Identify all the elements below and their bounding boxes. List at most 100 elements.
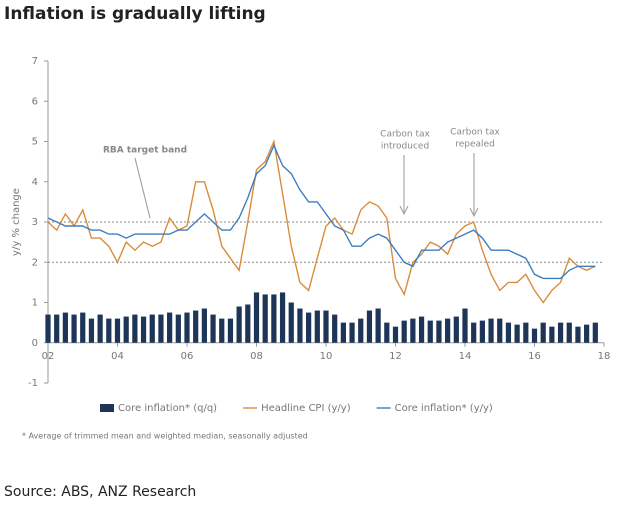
bar: [375, 308, 381, 343]
bar: [158, 314, 164, 343]
y-tick-label: 6: [32, 96, 38, 107]
bar: [584, 324, 590, 343]
y-tick-label: 2: [32, 257, 38, 268]
bar: [323, 310, 329, 343]
bar: [488, 318, 494, 343]
bar: [62, 312, 68, 343]
y-tick-label: 1: [32, 298, 38, 309]
bar: [418, 316, 425, 343]
bar: [566, 322, 572, 343]
annotation: Carbon tax: [450, 128, 500, 138]
legend-label: Core inflation* (q/q): [118, 403, 217, 414]
bar: [514, 324, 520, 343]
legend-swatch: [100, 404, 114, 412]
bar: [279, 292, 286, 343]
x-tick-label: 18: [598, 351, 611, 362]
y-tick-label: 3: [32, 217, 38, 228]
bar: [227, 318, 234, 343]
annotation-arrow: [399, 205, 409, 216]
x-tick-label: 12: [389, 351, 402, 362]
source: Source: ABS, ANZ Research: [4, 484, 196, 500]
x-tick-label: 10: [320, 351, 333, 362]
bar: [306, 312, 312, 343]
bar: [575, 326, 581, 343]
bar: [288, 302, 294, 343]
bar: [210, 314, 216, 343]
bar: [462, 308, 468, 343]
bar: [88, 318, 95, 343]
bar: [557, 322, 564, 343]
y-tick-label: 7: [32, 56, 38, 67]
bar: [592, 322, 598, 343]
bar: [219, 318, 225, 343]
bar: [349, 322, 355, 343]
bar: [149, 314, 155, 343]
bar: [297, 308, 303, 343]
bar: [445, 318, 451, 343]
annotation: repealed: [455, 140, 495, 150]
bar: [175, 314, 181, 343]
line: [47, 139, 596, 304]
x-tick-label: 06: [181, 351, 194, 362]
annotation: RBA target band: [103, 146, 187, 156]
bar: [106, 318, 112, 343]
bar: [45, 314, 51, 343]
bar: [54, 314, 60, 343]
bar: [436, 320, 442, 343]
bar: [384, 322, 390, 343]
bar: [427, 320, 433, 343]
footnote: * Average of trimmed mean and weighted m…: [22, 432, 308, 441]
bar: [531, 328, 538, 343]
bar: [332, 314, 338, 343]
bar: [479, 320, 485, 343]
bar: [167, 312, 173, 343]
bar: [193, 310, 199, 343]
bar: [497, 318, 503, 343]
bar: [340, 322, 346, 343]
bar: [401, 320, 407, 343]
bar: [140, 316, 147, 343]
bar: [540, 322, 546, 343]
legend-label: Core inflation* (y/y): [395, 403, 493, 414]
x-tick-label: 16: [528, 351, 541, 362]
bar: [410, 318, 416, 343]
bar: [471, 322, 477, 343]
bar: [132, 314, 138, 343]
annotation: Carbon tax: [380, 130, 430, 140]
bar: [184, 312, 190, 343]
annotation: introduced: [381, 142, 429, 152]
x-tick-label: 08: [250, 351, 263, 362]
y-axis-label: y/y % change: [11, 188, 22, 256]
bar: [549, 326, 555, 343]
bar: [314, 310, 320, 343]
bar: [271, 294, 277, 343]
bar: [505, 322, 512, 343]
bar: [97, 314, 103, 343]
bar: [453, 316, 459, 343]
x-tick-label: 14: [459, 351, 472, 362]
y-tick-label: 4: [32, 177, 38, 188]
x-tick-label: 02: [42, 351, 55, 362]
bar: [114, 318, 121, 343]
legend-label: Headline CPI (y/y): [261, 403, 351, 414]
annotation-arrow: [134, 157, 151, 219]
bar: [236, 306, 242, 343]
y-tick-label: -1: [28, 378, 38, 389]
annotation-arrow: [469, 207, 479, 218]
bar: [123, 316, 129, 343]
bar: [392, 326, 399, 343]
y-tick-label: 0: [32, 338, 38, 349]
x-tick-label: 04: [111, 351, 124, 362]
bar: [80, 312, 86, 343]
bar: [262, 294, 268, 343]
bar: [71, 314, 77, 343]
y-tick-label: 5: [32, 137, 38, 148]
bar: [366, 310, 373, 343]
chart-title: Inflation is gradually lifting: [4, 4, 266, 24]
bar: [201, 308, 207, 343]
line: [47, 143, 596, 280]
bar: [245, 304, 251, 343]
bar: [253, 292, 260, 343]
